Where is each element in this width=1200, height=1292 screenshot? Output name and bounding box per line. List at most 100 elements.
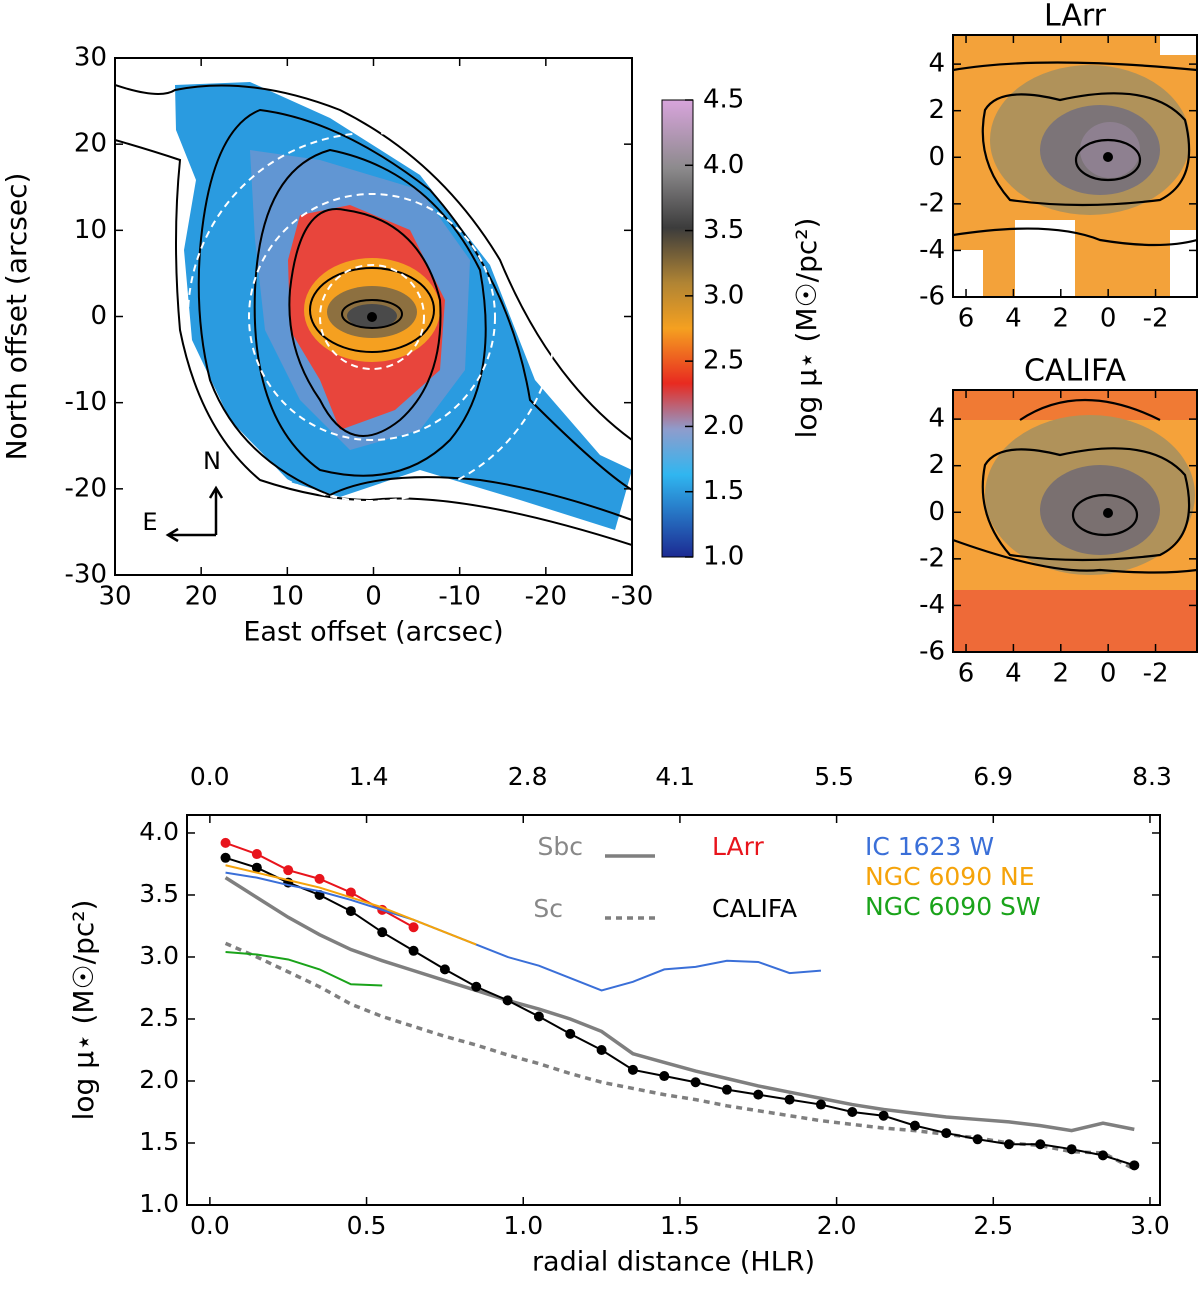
x2-tick-label: 4.1 bbox=[655, 762, 695, 791]
series-point bbox=[596, 1044, 607, 1055]
frame bbox=[952, 34, 1198, 298]
compass-label: E bbox=[142, 508, 157, 536]
legend-label: IC 1623 W bbox=[865, 832, 994, 861]
legend-label: NGC 6090 NE bbox=[865, 862, 1035, 891]
series-point bbox=[753, 1089, 764, 1100]
series-point bbox=[1097, 1150, 1108, 1161]
series-point bbox=[251, 862, 262, 873]
compass-label: N bbox=[203, 447, 221, 475]
y-tick-label: -4 bbox=[919, 235, 945, 265]
x-tick-label: 0.5 bbox=[347, 1211, 387, 1240]
x-tick-label: -2 bbox=[1143, 304, 1169, 334]
compass bbox=[165, 485, 224, 543]
series-point bbox=[565, 1028, 576, 1039]
series-point bbox=[1066, 1144, 1077, 1155]
y-tick-label: 20 bbox=[74, 129, 107, 159]
x-tick-label: 0 bbox=[1100, 659, 1117, 689]
series-point bbox=[847, 1106, 858, 1117]
chart-title: CALIFA bbox=[1024, 354, 1127, 389]
x-axis-label: radial distance (HLR) bbox=[532, 1247, 815, 1278]
x-tick-label: 20 bbox=[185, 582, 218, 612]
x-tick-label: -2 bbox=[1143, 659, 1169, 689]
x-tick-label: 3.0 bbox=[1130, 1211, 1170, 1240]
y-tick-label: 30 bbox=[74, 43, 107, 73]
y-tick-label: 2 bbox=[928, 95, 945, 125]
colorbar-tick-label: 1.0 bbox=[703, 542, 744, 572]
x-axis-label: East offset (arcsec) bbox=[243, 617, 503, 648]
colorbar-tick-label: 1.5 bbox=[703, 476, 744, 506]
x-tick-label: 0 bbox=[1100, 304, 1117, 334]
colorbar-tick-label: 2.5 bbox=[703, 346, 744, 376]
x-tick-label: 10 bbox=[271, 582, 304, 612]
colorbar-tick-label: 4.0 bbox=[703, 150, 744, 180]
y-axis-label: North offset (arcsec) bbox=[0, 173, 33, 461]
series-point bbox=[345, 906, 356, 917]
series-point bbox=[1129, 1160, 1140, 1171]
y-tick-label: 1.0 bbox=[139, 1189, 179, 1218]
x-tick-label: -20 bbox=[525, 582, 567, 612]
y-tick-label: 3.0 bbox=[139, 941, 179, 970]
y-tick-label: 10 bbox=[74, 215, 107, 245]
series-point bbox=[345, 887, 356, 898]
series-point bbox=[314, 873, 325, 884]
series-point bbox=[815, 1099, 826, 1110]
x-tick-label: -10 bbox=[438, 582, 480, 612]
map-image bbox=[953, 390, 1197, 652]
frame bbox=[952, 389, 1198, 653]
series-point bbox=[1003, 1139, 1014, 1150]
colorbar-tick-label: 4.5 bbox=[703, 85, 744, 115]
series-point bbox=[659, 1071, 670, 1082]
x2-tick-label: 0.0 bbox=[190, 762, 230, 791]
y-tick-label: -4 bbox=[919, 590, 945, 620]
series-point bbox=[408, 922, 419, 933]
series-line bbox=[225, 951, 383, 987]
y-tick-label: -6 bbox=[919, 637, 945, 667]
y-axis-label: log μ⋆ (M☉/pc²) bbox=[67, 900, 100, 1121]
x-tick-label: 4 bbox=[1005, 659, 1022, 689]
series-line bbox=[225, 856, 1135, 1167]
frame bbox=[186, 814, 1161, 1206]
series-line bbox=[225, 871, 822, 992]
y-tick-label: 0 bbox=[928, 142, 945, 172]
y-tick-label: 4 bbox=[928, 404, 945, 434]
frame bbox=[114, 57, 633, 576]
colorbar-tick-label: 3.0 bbox=[703, 280, 744, 310]
x2-tick-label: 8.3 bbox=[1132, 762, 1172, 791]
series-point bbox=[408, 945, 419, 956]
y-tick-label: -6 bbox=[919, 282, 945, 312]
x2-tick-label: 2.8 bbox=[508, 762, 548, 791]
x-tick-label: 1.0 bbox=[503, 1211, 543, 1240]
series-point bbox=[627, 1064, 638, 1075]
map-image bbox=[115, 82, 632, 546]
map-image bbox=[953, 35, 1197, 297]
legend-label: Sbc bbox=[538, 832, 583, 861]
y-tick-label: -30 bbox=[65, 560, 107, 590]
x-tick-label: -30 bbox=[611, 582, 653, 612]
legend-label: Sc bbox=[533, 894, 563, 923]
series-point bbox=[502, 995, 513, 1006]
y-tick-label: 1.5 bbox=[139, 1127, 179, 1156]
x-tick-label: 4 bbox=[1005, 304, 1022, 334]
y-tick-label: 3.5 bbox=[139, 879, 179, 908]
x-tick-label: 2.0 bbox=[817, 1211, 857, 1240]
x-tick-label: 1.5 bbox=[660, 1211, 700, 1240]
series-point bbox=[439, 964, 450, 975]
series-point bbox=[220, 837, 231, 848]
series-line bbox=[224, 876, 1135, 1133]
chart-title: LArr bbox=[1044, 0, 1107, 34]
legend-label: NGC 6090 SW bbox=[865, 892, 1041, 921]
x2-tick-label: 5.5 bbox=[814, 762, 854, 791]
y-tick-label: -2 bbox=[919, 543, 945, 573]
x-tick-label: 0 bbox=[365, 582, 382, 612]
y-tick-label: -20 bbox=[65, 473, 107, 503]
series-point bbox=[220, 852, 231, 863]
series-point bbox=[533, 1011, 544, 1022]
y-tick-label: 2 bbox=[928, 450, 945, 480]
legend-label: LArr bbox=[712, 832, 764, 861]
series-point bbox=[1035, 1139, 1046, 1150]
x2-tick-label: 6.9 bbox=[973, 762, 1013, 791]
series-line bbox=[224, 941, 1136, 1171]
colorbar-tick-label: 3.5 bbox=[703, 215, 744, 245]
series-point bbox=[972, 1134, 983, 1145]
legend-label: CALIFA bbox=[712, 894, 797, 923]
